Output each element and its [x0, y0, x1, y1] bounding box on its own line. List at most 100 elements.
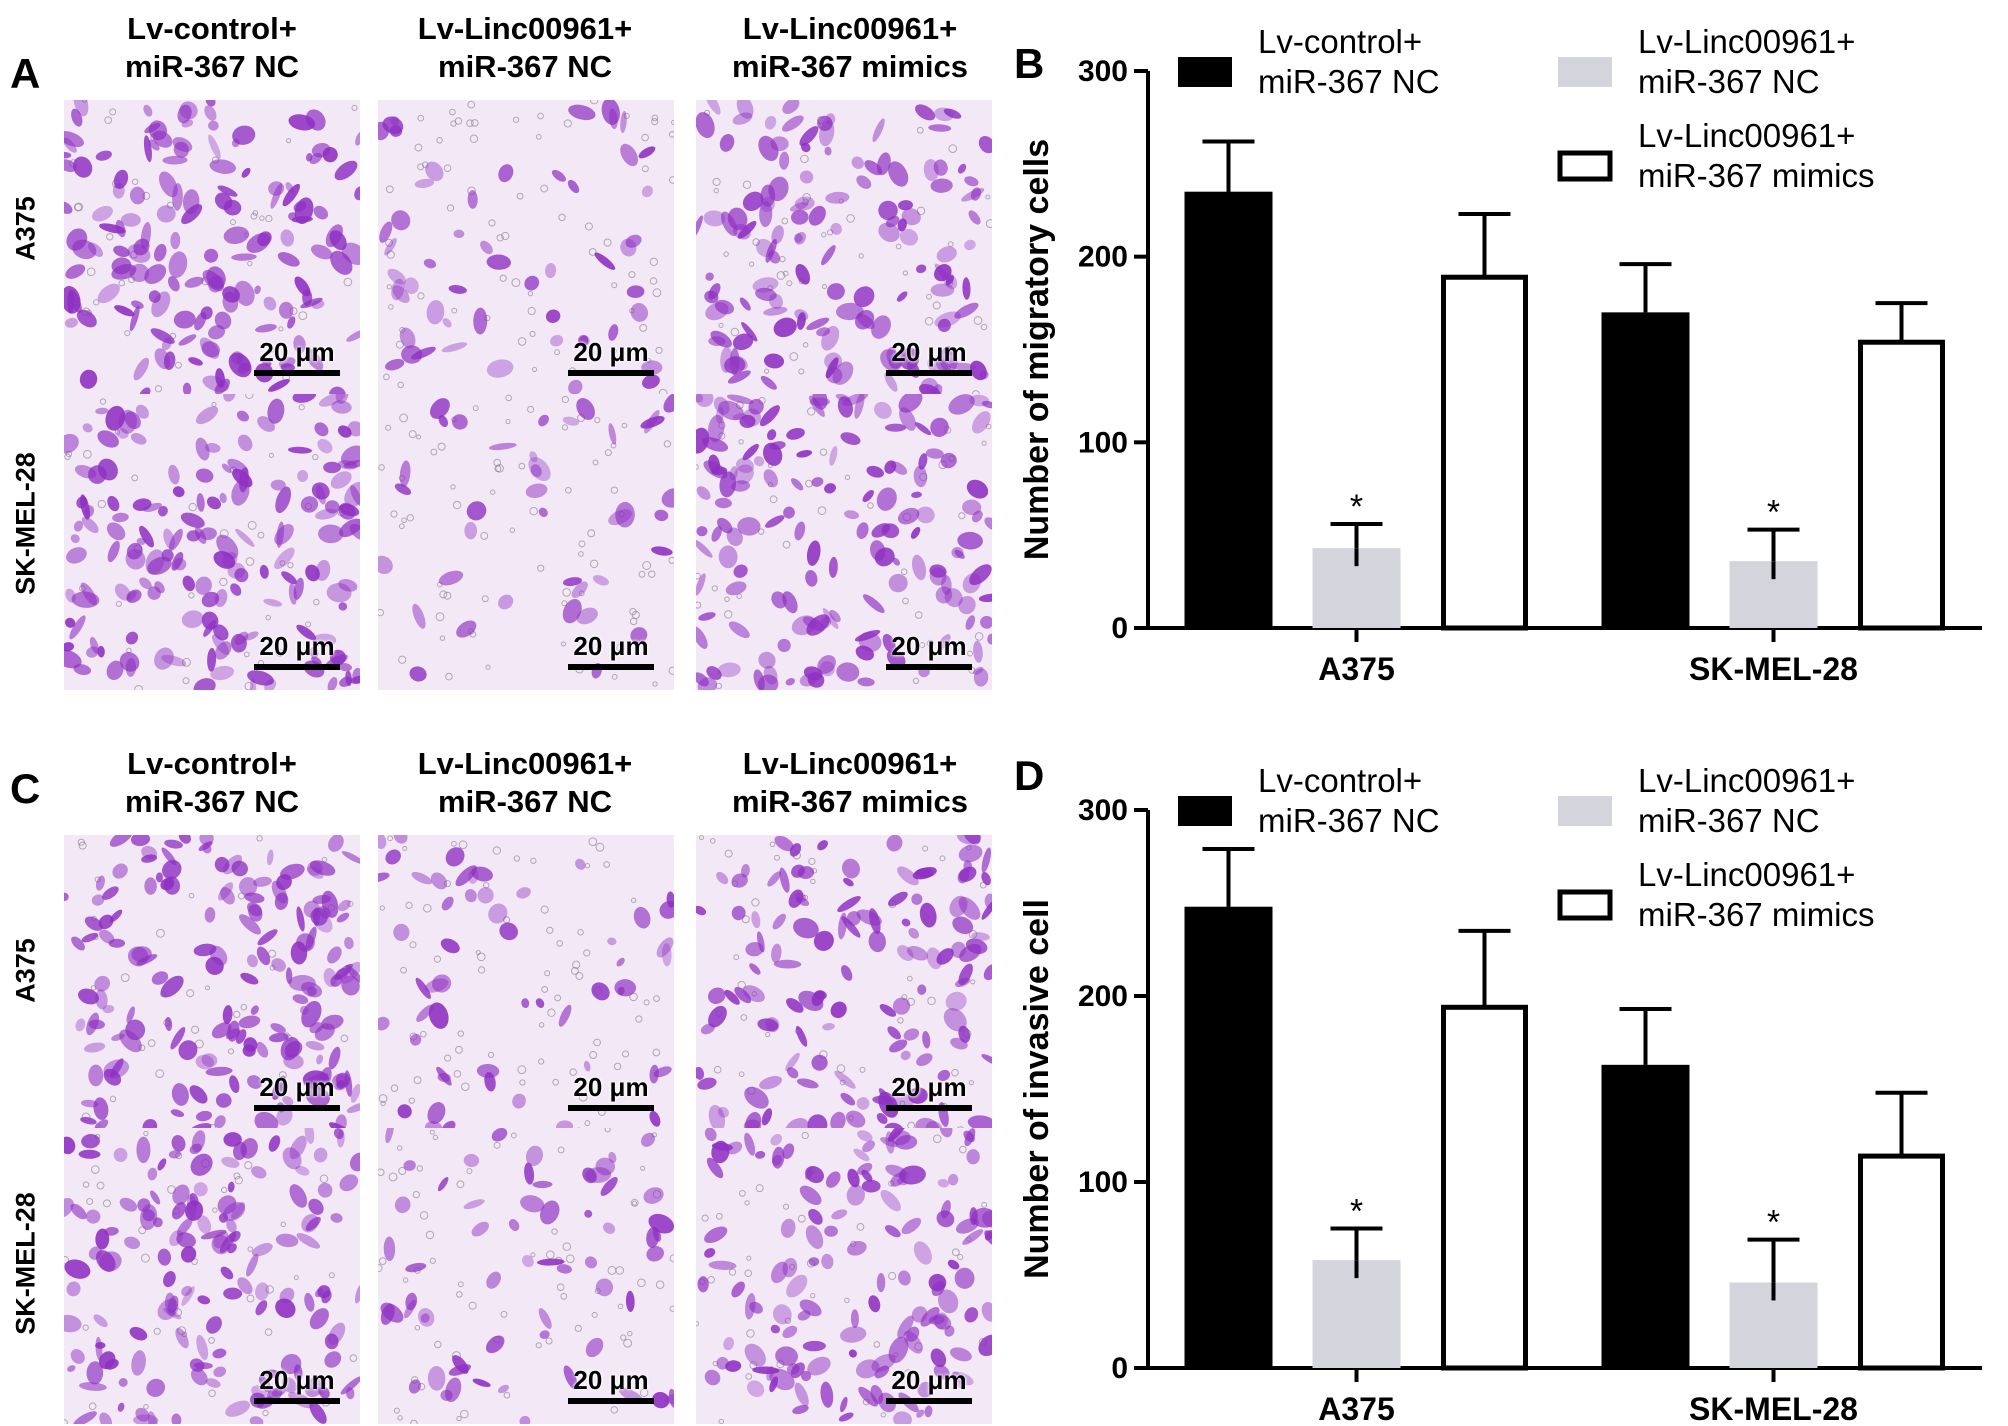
membrane-pore	[529, 506, 538, 516]
stained-cell	[144, 877, 157, 895]
stained-cell	[861, 1179, 881, 1193]
stained-cell	[106, 660, 124, 681]
stained-cell	[733, 564, 748, 578]
membrane-pore	[588, 837, 598, 847]
stained-cell	[95, 407, 109, 415]
stained-cell	[696, 1066, 705, 1080]
scale-bar: 20 μm	[568, 337, 654, 376]
stained-cell	[330, 1213, 343, 1223]
membrane-pore	[570, 966, 579, 975]
stained-cell	[180, 512, 205, 528]
membrane-pore	[204, 985, 211, 991]
stained-cell	[882, 633, 896, 653]
bar	[1729, 1282, 1818, 1368]
membrane-pore	[784, 1317, 792, 1324]
stained-cell	[99, 1412, 113, 1424]
stained-cell	[696, 539, 713, 558]
membrane-pore	[120, 973, 130, 983]
stained-cell	[697, 1276, 709, 1293]
stained-cell	[987, 633, 992, 645]
stained-cell	[512, 1093, 526, 1109]
membrane-pore	[572, 960, 581, 969]
stained-cell	[790, 1362, 805, 1379]
stained-cell	[839, 1326, 867, 1343]
stained-cell	[97, 430, 119, 448]
stained-cell	[890, 461, 908, 475]
stained-cell	[338, 502, 356, 520]
stained-cell	[188, 357, 203, 366]
stained-cell	[403, 1299, 416, 1319]
stained-cell	[532, 1180, 553, 1189]
stained-cell	[964, 176, 979, 187]
panel-letter-a: A	[10, 50, 41, 97]
stained-cell	[708, 1260, 737, 1270]
stained-cell	[889, 1092, 914, 1109]
stained-cell	[893, 1411, 912, 1424]
stained-cell	[81, 1134, 100, 1149]
stained-cell	[768, 176, 789, 202]
stained-cell	[830, 222, 842, 235]
stained-cell	[726, 394, 754, 405]
membrane-pore	[390, 510, 398, 518]
stained-cell	[64, 317, 78, 328]
stained-cell	[378, 555, 393, 575]
membrane-pore	[408, 1097, 415, 1104]
membrane-pore	[776, 271, 786, 280]
stained-cell	[576, 607, 598, 625]
membrane-pore	[919, 642, 926, 649]
stained-cell	[824, 483, 836, 494]
stained-cell	[66, 547, 87, 564]
stained-cell	[190, 1368, 208, 1386]
membrane-pore	[589, 100, 599, 105]
stained-cell	[135, 404, 149, 419]
membrane-pore	[388, 1172, 398, 1182]
stained-cell	[276, 521, 285, 548]
stained-cell	[847, 1241, 867, 1256]
stained-cell	[759, 405, 780, 427]
membrane-pore	[378, 1094, 388, 1103]
stained-cell	[925, 448, 944, 459]
stained-cell	[871, 523, 891, 538]
stained-cell	[981, 871, 991, 886]
membrane-pore	[529, 330, 536, 338]
stained-cell	[567, 179, 580, 194]
stained-cell	[583, 1060, 591, 1072]
membrane-pore	[912, 677, 920, 685]
membrane-pore	[951, 1248, 960, 1257]
stained-cell	[299, 1005, 309, 1015]
cell-texture	[64, 835, 360, 1131]
membrane-pore	[429, 1257, 436, 1264]
stained-cell	[524, 275, 540, 291]
scale-bar-label: 20 μm	[259, 337, 335, 367]
stained-cell	[107, 540, 120, 563]
stained-cell	[696, 672, 709, 687]
stained-cell	[782, 115, 804, 132]
stained-cell	[162, 859, 182, 880]
membrane-pore	[397, 1145, 403, 1151]
stained-cell	[340, 1376, 360, 1395]
stained-cell	[704, 1226, 728, 1244]
stained-cell	[127, 244, 151, 263]
membrane-pore	[208, 1389, 216, 1398]
scale-bar: 20 μm	[254, 337, 340, 376]
stained-cell	[432, 974, 452, 993]
stained-cell	[414, 178, 435, 189]
micrograph-invasion-a375-linc-mimics: 20 μm	[696, 835, 992, 1131]
stained-cell	[571, 581, 588, 598]
stained-cell	[717, 1106, 729, 1118]
membrane-pore	[696, 572, 701, 580]
stained-cell	[786, 428, 805, 440]
stained-cell	[789, 201, 809, 212]
stained-cell	[718, 400, 744, 421]
stained-cell	[971, 510, 983, 523]
stained-cell	[886, 346, 897, 363]
membrane-pore	[99, 398, 107, 405]
stained-cell	[205, 956, 224, 975]
stained-cell	[854, 630, 881, 642]
stained-cell	[195, 437, 210, 461]
stained-cell	[840, 432, 861, 445]
stained-cell	[614, 979, 637, 997]
membrane-pore	[970, 979, 976, 985]
stained-cell	[305, 109, 326, 131]
stained-cell	[135, 1407, 150, 1422]
